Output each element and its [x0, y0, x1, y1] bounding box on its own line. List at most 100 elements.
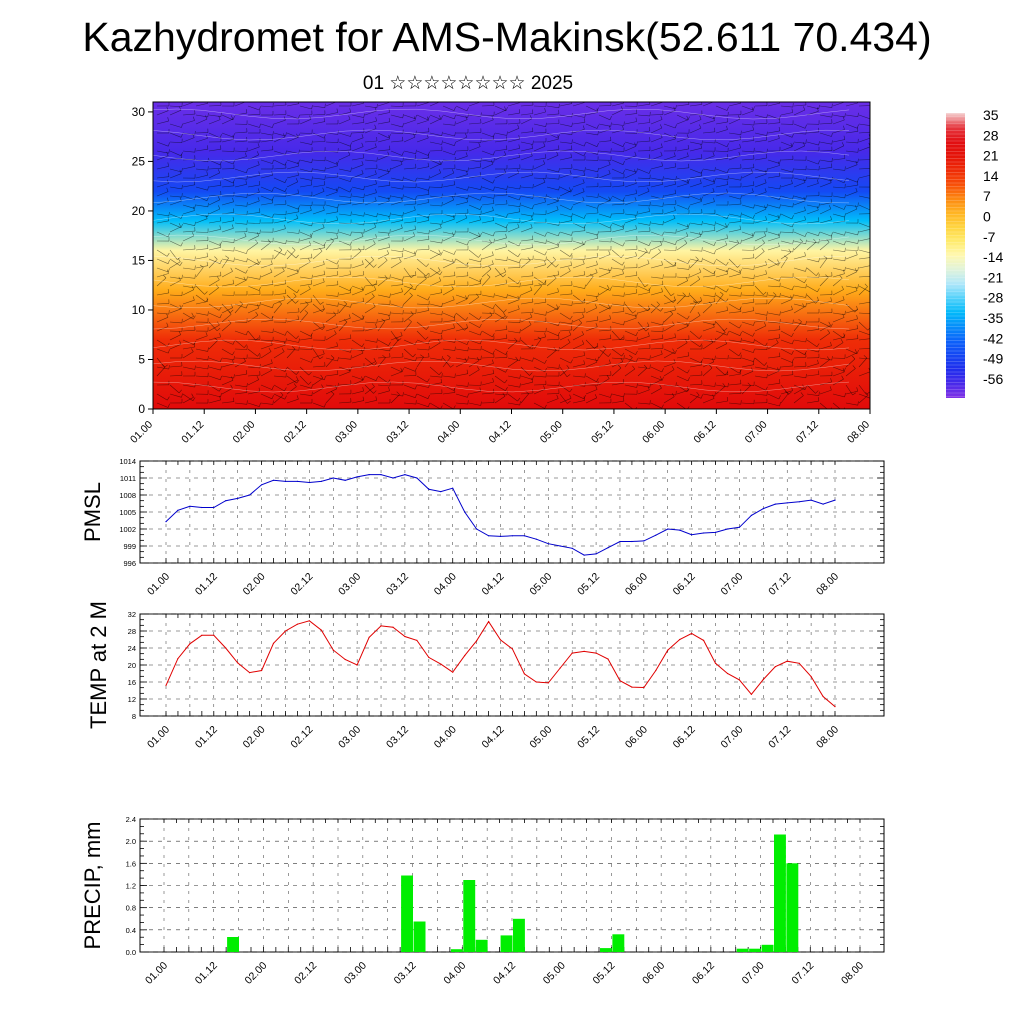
temp-data-point	[488, 621, 490, 623]
temp-data-point	[511, 648, 513, 650]
x-tick-label: 03.00	[336, 571, 363, 598]
pmsl-data-point	[237, 497, 239, 499]
precip-bar	[761, 944, 774, 952]
temp-data-point	[547, 682, 549, 684]
temp-data-point	[476, 640, 478, 642]
x-tick-label: 07.12	[766, 724, 793, 751]
precip-bar	[774, 834, 786, 952]
temp-data-point	[261, 669, 263, 672]
temp-data-point	[440, 663, 442, 665]
temp-data-point	[225, 647, 227, 649]
colorbar-tick-label: -28	[983, 290, 1003, 306]
pmsl-data-point	[488, 535, 490, 537]
colorbar-tick-label: -56	[983, 371, 1003, 387]
heatmap-y-tick-label: 25	[132, 154, 146, 168]
pmsl-data-point	[583, 554, 585, 556]
pmsl-data-point	[691, 534, 693, 536]
isolines	[153, 108, 850, 393]
temp-data-point	[559, 667, 561, 669]
temp-data-point	[798, 662, 800, 664]
pmsl-data-point	[679, 529, 681, 531]
y-tick-label: 996	[123, 559, 136, 568]
wind-temperature-heatmap: 0 5 10 15 20 25 30 01.00 01.12 02.00 02.12 03.00 03.…	[128, 101, 872, 446]
x-tick-label: 07.00	[740, 960, 767, 987]
y-tick-label: 1014	[119, 457, 136, 466]
pmsl-data-point	[607, 547, 609, 549]
temp-data-point	[762, 678, 764, 681]
pmsl-data-point	[595, 553, 597, 555]
x-tick-label: 03.12	[384, 571, 411, 598]
pmsl-data-point	[344, 479, 346, 481]
x-tick-label: 04.00	[441, 960, 468, 987]
chart-subtitle: 01 ☆☆☆☆☆☆☆☆ 2025	[362, 73, 574, 94]
pmsl-data-point	[571, 547, 573, 549]
heatmap-x-tick-label: 01.12	[179, 419, 206, 446]
pmsl-data-point	[834, 499, 836, 501]
pmsl-data-point	[559, 545, 561, 547]
x-tick-label: 08.00	[814, 724, 841, 751]
colorbar-tick-label: -35	[983, 310, 1003, 326]
heatmap-y-tick-label: 0	[138, 402, 145, 416]
heatmap-x-tick-label: 05.00	[538, 419, 565, 446]
pmsl-data-point	[452, 487, 454, 489]
temp-data-point	[810, 675, 812, 678]
temp-data-point	[189, 643, 191, 645]
temp-data-point	[272, 642, 275, 644]
pmsl-data-point	[177, 509, 179, 511]
x-tick-label: 06.12	[671, 724, 698, 751]
temp-data-point	[404, 635, 406, 638]
pmsl-data-point	[511, 535, 513, 537]
temp-data-point	[571, 652, 573, 654]
temp-data-point	[344, 658, 346, 661]
pmsl-data-point	[750, 514, 753, 517]
pmsl-data-point	[726, 528, 729, 530]
pmsl-data-point	[356, 476, 358, 478]
y-tick-label: 12	[128, 695, 136, 704]
precip-bar	[600, 948, 612, 952]
temp-data-point	[738, 679, 741, 681]
pmsl-data-point	[284, 480, 287, 482]
pmsl-data-point	[667, 528, 669, 530]
temp-data-point	[237, 662, 239, 664]
x-tick-label: 07.12	[789, 960, 816, 987]
pmsl-data-point	[380, 474, 382, 476]
heatmap-y-tick-label: 15	[132, 253, 146, 267]
x-tick-label: 07.12	[766, 571, 793, 598]
pmsl-data-point	[822, 503, 824, 505]
heatmap-x-tick-label: 07.00	[743, 419, 770, 446]
pmsl-data-point	[165, 521, 167, 523]
pmsl-data-point	[547, 543, 549, 545]
x-tick-label: 05.12	[575, 571, 602, 598]
y-tick-label: 0.8	[126, 904, 136, 913]
colorbar-tick-label: 28	[983, 127, 999, 143]
y-tick-label: 2.0	[126, 837, 136, 846]
precip-bar	[475, 939, 488, 952]
pmsl-data-point	[225, 500, 227, 502]
heatmap-y-tick-label: 10	[132, 303, 146, 317]
x-tick-label: 04.12	[480, 571, 507, 598]
pmsl-data-point	[189, 505, 191, 507]
y-tick-label: 0.4	[126, 926, 136, 935]
x-tick-label: 04.00	[432, 724, 459, 751]
pmsl-data-point	[523, 535, 526, 537]
x-tick-label: 05.00	[527, 571, 554, 598]
colorbar-tick-label: -14	[983, 249, 1003, 265]
x-tick-label: 02.00	[242, 960, 269, 987]
y-tick-label: 1.2	[126, 882, 136, 891]
pmsl-data-point	[703, 532, 705, 534]
temp-data-point	[726, 672, 729, 675]
temp-data-point	[296, 623, 298, 625]
precip-bar	[401, 875, 413, 952]
y-tick-label: 32	[128, 610, 136, 619]
temp-data-point	[523, 673, 526, 675]
y-tick-label: 8	[132, 712, 136, 721]
x-tick-label: 02.00	[241, 571, 268, 598]
y-tick-label: 2.4	[126, 815, 136, 824]
x-tick-label: 02.00	[241, 724, 268, 751]
x-tick-label: 02.12	[288, 724, 315, 751]
pmsl-data-point	[416, 477, 418, 479]
heatmap-x-tick-label: 02.00	[230, 419, 257, 446]
precip-bar	[786, 863, 799, 952]
temp-data-point	[822, 695, 824, 698]
temp-data-point	[535, 681, 537, 683]
